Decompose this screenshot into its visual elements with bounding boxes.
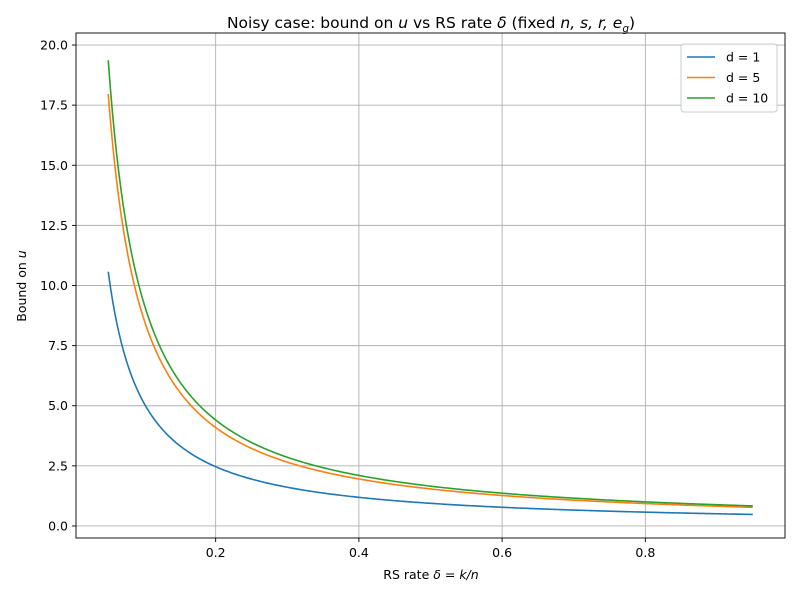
y-tick-label: 0.0: [48, 518, 68, 533]
x-tick-label: 0.6: [492, 545, 512, 560]
y-tick-label: 15.0: [40, 158, 68, 173]
chart-title: Noisy case: bound on u vs RS rate δ (fix…: [227, 14, 635, 35]
series-line-2: [107, 93, 753, 509]
y-tick-label: 12.5: [40, 218, 68, 233]
legend-label-3: d = 10: [726, 91, 768, 106]
series-group: [107, 60, 753, 516]
y-tick-label: 7.5: [48, 338, 68, 353]
legend-box: [680, 43, 778, 113]
x-tick-label: 0.8: [635, 545, 655, 560]
y-tick-label: 20.0: [40, 38, 68, 53]
x-axis-label: RS rate δ = k/n: [383, 567, 478, 582]
y-tick-label: 2.5: [48, 458, 68, 473]
y-axis-label: Bound on u: [14, 250, 29, 322]
y-tick-label: 5.0: [48, 398, 68, 413]
series-line-3: [107, 60, 753, 507]
y-tick-label: 17.5: [40, 98, 68, 113]
axis-ticks: 0.2 0.4 0.6 0.8 0.0 2.5 5.0 7.5 10.0 12.5 15.0 17.5…: [40, 38, 655, 560]
legend-label-2: d = 5: [726, 70, 760, 85]
legend: d = 1 d = 5 d = 10: [680, 43, 778, 113]
legend-label-1: d = 1: [726, 50, 760, 65]
grid: [76, 33, 785, 538]
plot-frame: [75, 32, 786, 539]
y-tick-label: 10.0: [40, 278, 68, 293]
x-tick-label: 0.4: [349, 545, 369, 560]
x-tick-label: 0.2: [206, 545, 226, 560]
series-line-1: [107, 271, 753, 516]
